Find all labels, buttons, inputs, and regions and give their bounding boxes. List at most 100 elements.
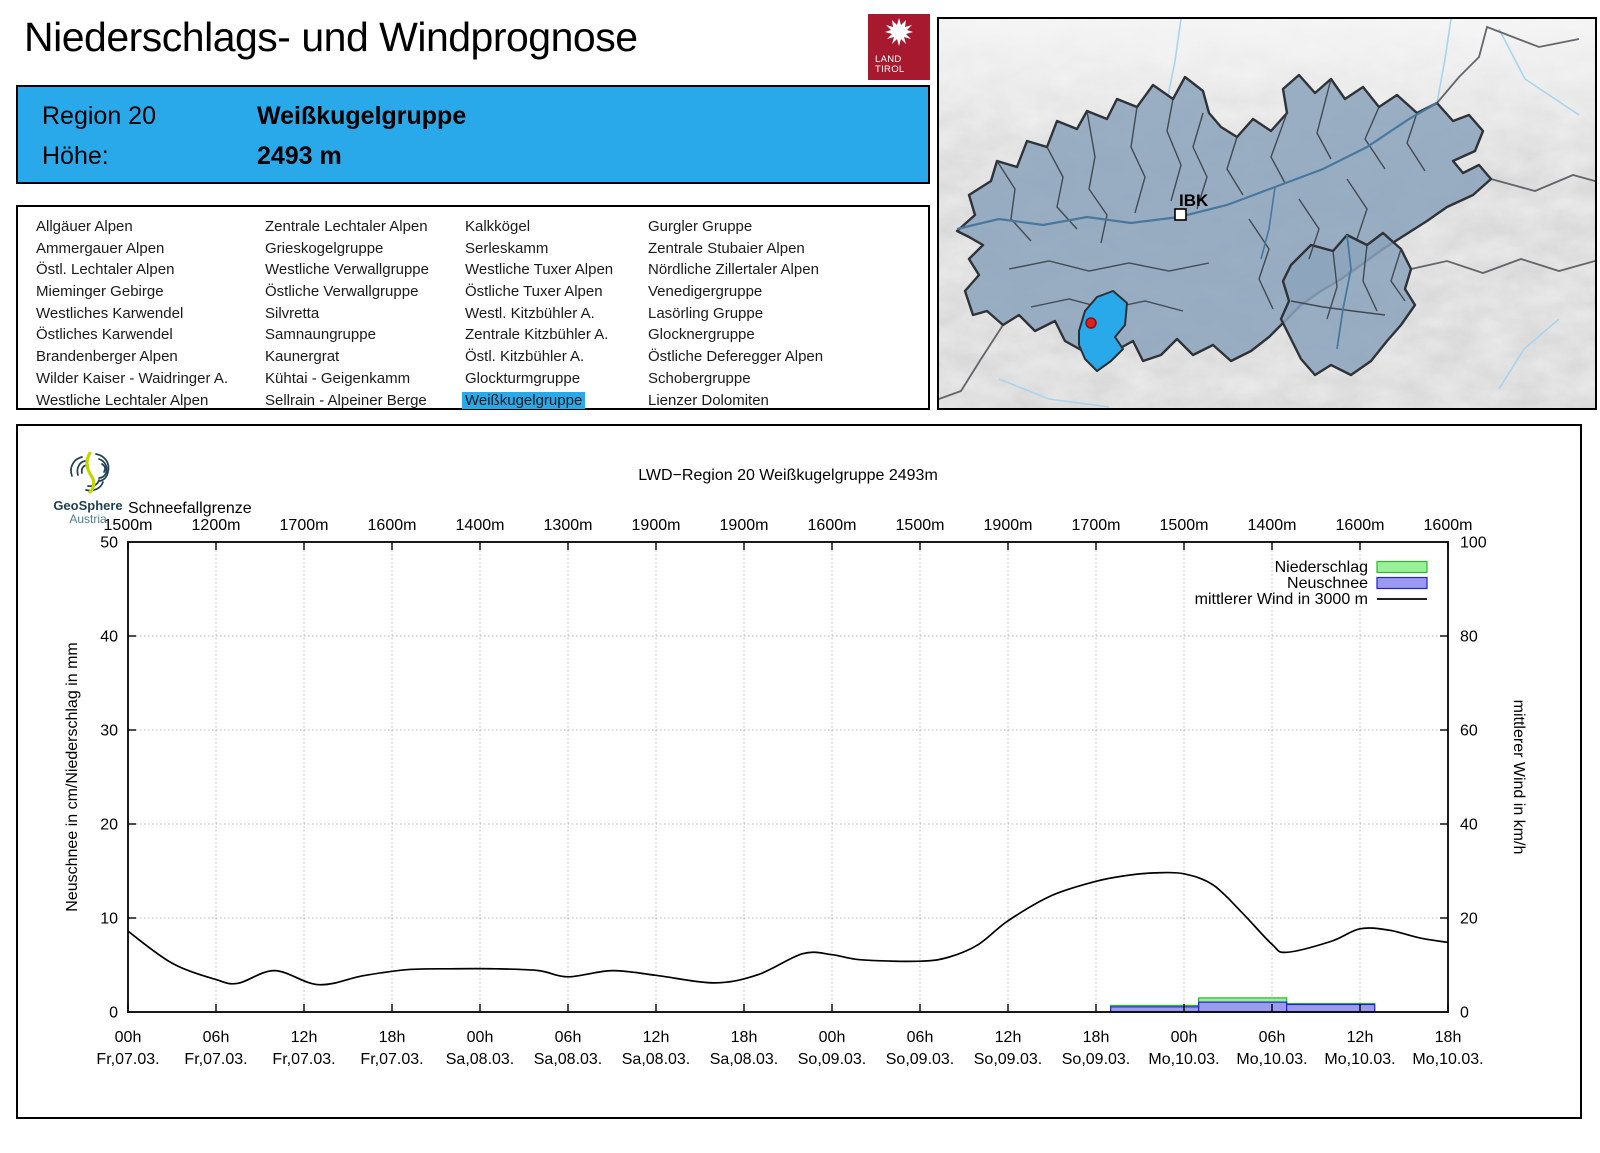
legend-label: mittlerer Wind in 3000 m bbox=[1195, 591, 1368, 608]
region-list-item[interactable]: Silvretta bbox=[265, 304, 320, 322]
x-tick-time: 18h bbox=[1083, 1029, 1110, 1046]
x-tick-time: 06h bbox=[555, 1029, 582, 1046]
x-tick-date: Sa,08.03. bbox=[534, 1051, 603, 1068]
x-tick-time: 12h bbox=[1347, 1029, 1374, 1046]
region-list-item[interactable]: Kühtai - Geigenkamm bbox=[265, 369, 411, 387]
chart-title: LWD−Region 20 Weißkugelgruppe 2493m bbox=[638, 467, 938, 484]
region-list-item[interactable]: Kaunergrat bbox=[265, 348, 340, 366]
region-list-item[interactable]: Serleskamm bbox=[465, 239, 549, 257]
region-list-column: Zentrale Lechtaler Alpen Grieskogelgruppe… bbox=[262, 216, 432, 411]
y-left-axis-title: Neuschnee in cm/Niederschlag in mm bbox=[64, 642, 81, 911]
region-list-item[interactable]: Östliche Verwallgruppe bbox=[265, 283, 419, 301]
x-tick-date: Fr,07.03. bbox=[184, 1051, 247, 1068]
x-tick-date: Fr,07.03. bbox=[96, 1051, 159, 1068]
y-right-label: 20 bbox=[1460, 911, 1478, 928]
x-tick-time: 18h bbox=[1435, 1029, 1462, 1046]
region-list-item[interactable]: Gurgler Gruppe bbox=[648, 218, 753, 235]
geosphere-logo-line1: GeoSphere bbox=[53, 498, 123, 513]
x-tick-date: Mo,10.03. bbox=[1236, 1051, 1307, 1068]
legend-swatch-neuschnee bbox=[1376, 576, 1428, 590]
geosphere-logo: GeoSphere Austria bbox=[40, 451, 136, 526]
y-right-label: 100 bbox=[1460, 535, 1487, 552]
region-list-item[interactable]: Zentrale Lechtaler Alpen bbox=[265, 218, 428, 235]
region-list-item[interactable]: Brandenberger Alpen bbox=[36, 348, 178, 366]
region-number-label: Region 20 bbox=[42, 102, 156, 130]
x-tick-time: 00h bbox=[1171, 1029, 1198, 1046]
map-north-tirol-region bbox=[955, 73, 1493, 363]
x-tick-time: 18h bbox=[379, 1029, 406, 1046]
land-tirol-logo-text: LAND TIROL bbox=[875, 54, 905, 75]
legend-label: Niederschlag bbox=[1275, 559, 1368, 576]
tirol-map: IBK bbox=[937, 17, 1597, 410]
x-tick-date: Sa,08.03. bbox=[710, 1051, 779, 1068]
geosphere-logo-line2: Austria bbox=[69, 512, 107, 526]
x-tick-time: 12h bbox=[643, 1029, 670, 1046]
snowline-value: 1300m bbox=[544, 517, 593, 534]
geosphere-logo-icon bbox=[70, 451, 110, 494]
region-list-item[interactable]: Ammergauer Alpen bbox=[36, 239, 165, 257]
region-list-item[interactable]: Westl. Kitzbühler A. bbox=[465, 304, 595, 322]
region-list-item[interactable]: Lasörling Gruppe bbox=[648, 304, 764, 322]
region-list-item[interactable]: Glockturmgruppe bbox=[465, 369, 581, 387]
region-list-item[interactable]: Westliches Karwendel bbox=[36, 304, 184, 322]
region-list: Allgäuer Alpen Ammergauer Alpen Östl. Lech… bbox=[16, 205, 930, 410]
region-list-item[interactable]: Wilder Kaiser - Waidringer A. bbox=[36, 369, 228, 387]
region-list-item[interactable]: Westliche Tuxer Alpen bbox=[465, 261, 614, 279]
elevation-value: 2493 m bbox=[256, 142, 342, 170]
region-list-item[interactable]: Zentrale Kitzbühler A. bbox=[465, 326, 609, 344]
map-rivers-inside bbox=[956, 102, 1438, 350]
region-list-item[interactable]: Westliche Lechtaler Alpen bbox=[36, 391, 209, 409]
snowline-value: 1500m bbox=[1160, 517, 1209, 534]
snowline-value: 1900m bbox=[984, 517, 1033, 534]
x-tick-time: 00h bbox=[115, 1029, 142, 1046]
snowline-value: 1400m bbox=[1248, 517, 1297, 534]
map-east-tirol-region bbox=[1279, 231, 1417, 377]
region-list-item[interactable]: Samnaungruppe bbox=[265, 326, 376, 344]
map-station-marker bbox=[1085, 317, 1097, 329]
y-left-label: 0 bbox=[109, 1005, 118, 1022]
land-tirol-logo: LAND TIROL bbox=[868, 14, 930, 80]
region-list-item[interactable]: Zentrale Stubaier Alpen bbox=[648, 239, 805, 257]
snowline-value: 1700m bbox=[1072, 517, 1121, 534]
x-tick-date: Mo,10.03. bbox=[1148, 1051, 1219, 1068]
map-rivers-outside bbox=[998, 18, 1580, 408]
region-info-box: Region 20 Weißkugelgruppe Höhe: 2493 m bbox=[16, 85, 930, 184]
x-tick-date: Mo,10.03. bbox=[1412, 1051, 1483, 1068]
region-list-item[interactable]: Sellrain - Alpeiner Berge bbox=[265, 391, 427, 409]
region-list-item[interactable]: Östl. Lechtaler Alpen bbox=[36, 261, 175, 279]
forecast-chart: LWD−Region 20 Weißkugelgruppe 2493m Schne… bbox=[64, 467, 1527, 1068]
region-list-item[interactable]: Allgäuer Alpen bbox=[36, 218, 133, 235]
region-list-item[interactable]: Venedigergruppe bbox=[648, 283, 763, 301]
region-list-item[interactable]: Nördliche Zillertaler Alpen bbox=[648, 261, 819, 279]
region-list-item[interactable]: Grieskogelgruppe bbox=[265, 239, 384, 257]
map-highlighted-region[interactable] bbox=[1078, 290, 1128, 372]
snowline-value: 1600m bbox=[1336, 517, 1385, 534]
region-list-item[interactable]: Schobergruppe bbox=[648, 369, 751, 387]
x-tick-time: 12h bbox=[291, 1029, 318, 1046]
region-list-item[interactable]: Östl. Kitzbühler A. bbox=[465, 348, 585, 366]
x-tick-date: So,09.03. bbox=[974, 1051, 1043, 1068]
snowline-value: 1500m bbox=[896, 517, 945, 534]
region-list-item[interactable]: Glocknergruppe bbox=[648, 326, 755, 344]
region-list-item-selected[interactable]: Weißkugelgruppe bbox=[462, 390, 616, 412]
region-name-value: Weißkugelgruppe bbox=[256, 102, 467, 130]
region-list-item[interactable]: Lienzer Dolomiten bbox=[648, 391, 769, 409]
x-tick-time: 06h bbox=[907, 1029, 934, 1046]
region-list-item[interactable]: Östliche Deferegger Alpen bbox=[648, 348, 824, 366]
x-tick-time: 06h bbox=[1259, 1029, 1286, 1046]
region-list-column: Kalkkögel Serleskamm Westliche Tuxer Alpen… bbox=[462, 216, 616, 411]
neuschnee-bar bbox=[1286, 1003, 1376, 1013]
map-ibk-label: IBK bbox=[1179, 191, 1209, 210]
snowline-value: 1400m bbox=[456, 517, 505, 534]
plot-border bbox=[127, 541, 1449, 1013]
region-list-item[interactable]: Östliche Tuxer Alpen bbox=[465, 283, 603, 301]
x-tick-date: So,09.03. bbox=[886, 1051, 955, 1068]
region-list-item[interactable]: Östliches Karwendel bbox=[36, 326, 173, 344]
region-list-item[interactable]: Westliche Verwallgruppe bbox=[265, 261, 429, 279]
legend-swatch-niederschlag bbox=[1376, 560, 1428, 574]
region-list-item[interactable]: Mieminger Gebirge bbox=[36, 283, 164, 301]
region-list-item[interactable]: Kalkkögel bbox=[465, 218, 531, 235]
snowline-value: 1900m bbox=[632, 517, 681, 534]
y-right-label: 80 bbox=[1460, 629, 1478, 646]
y-left-label: 40 bbox=[100, 629, 118, 646]
